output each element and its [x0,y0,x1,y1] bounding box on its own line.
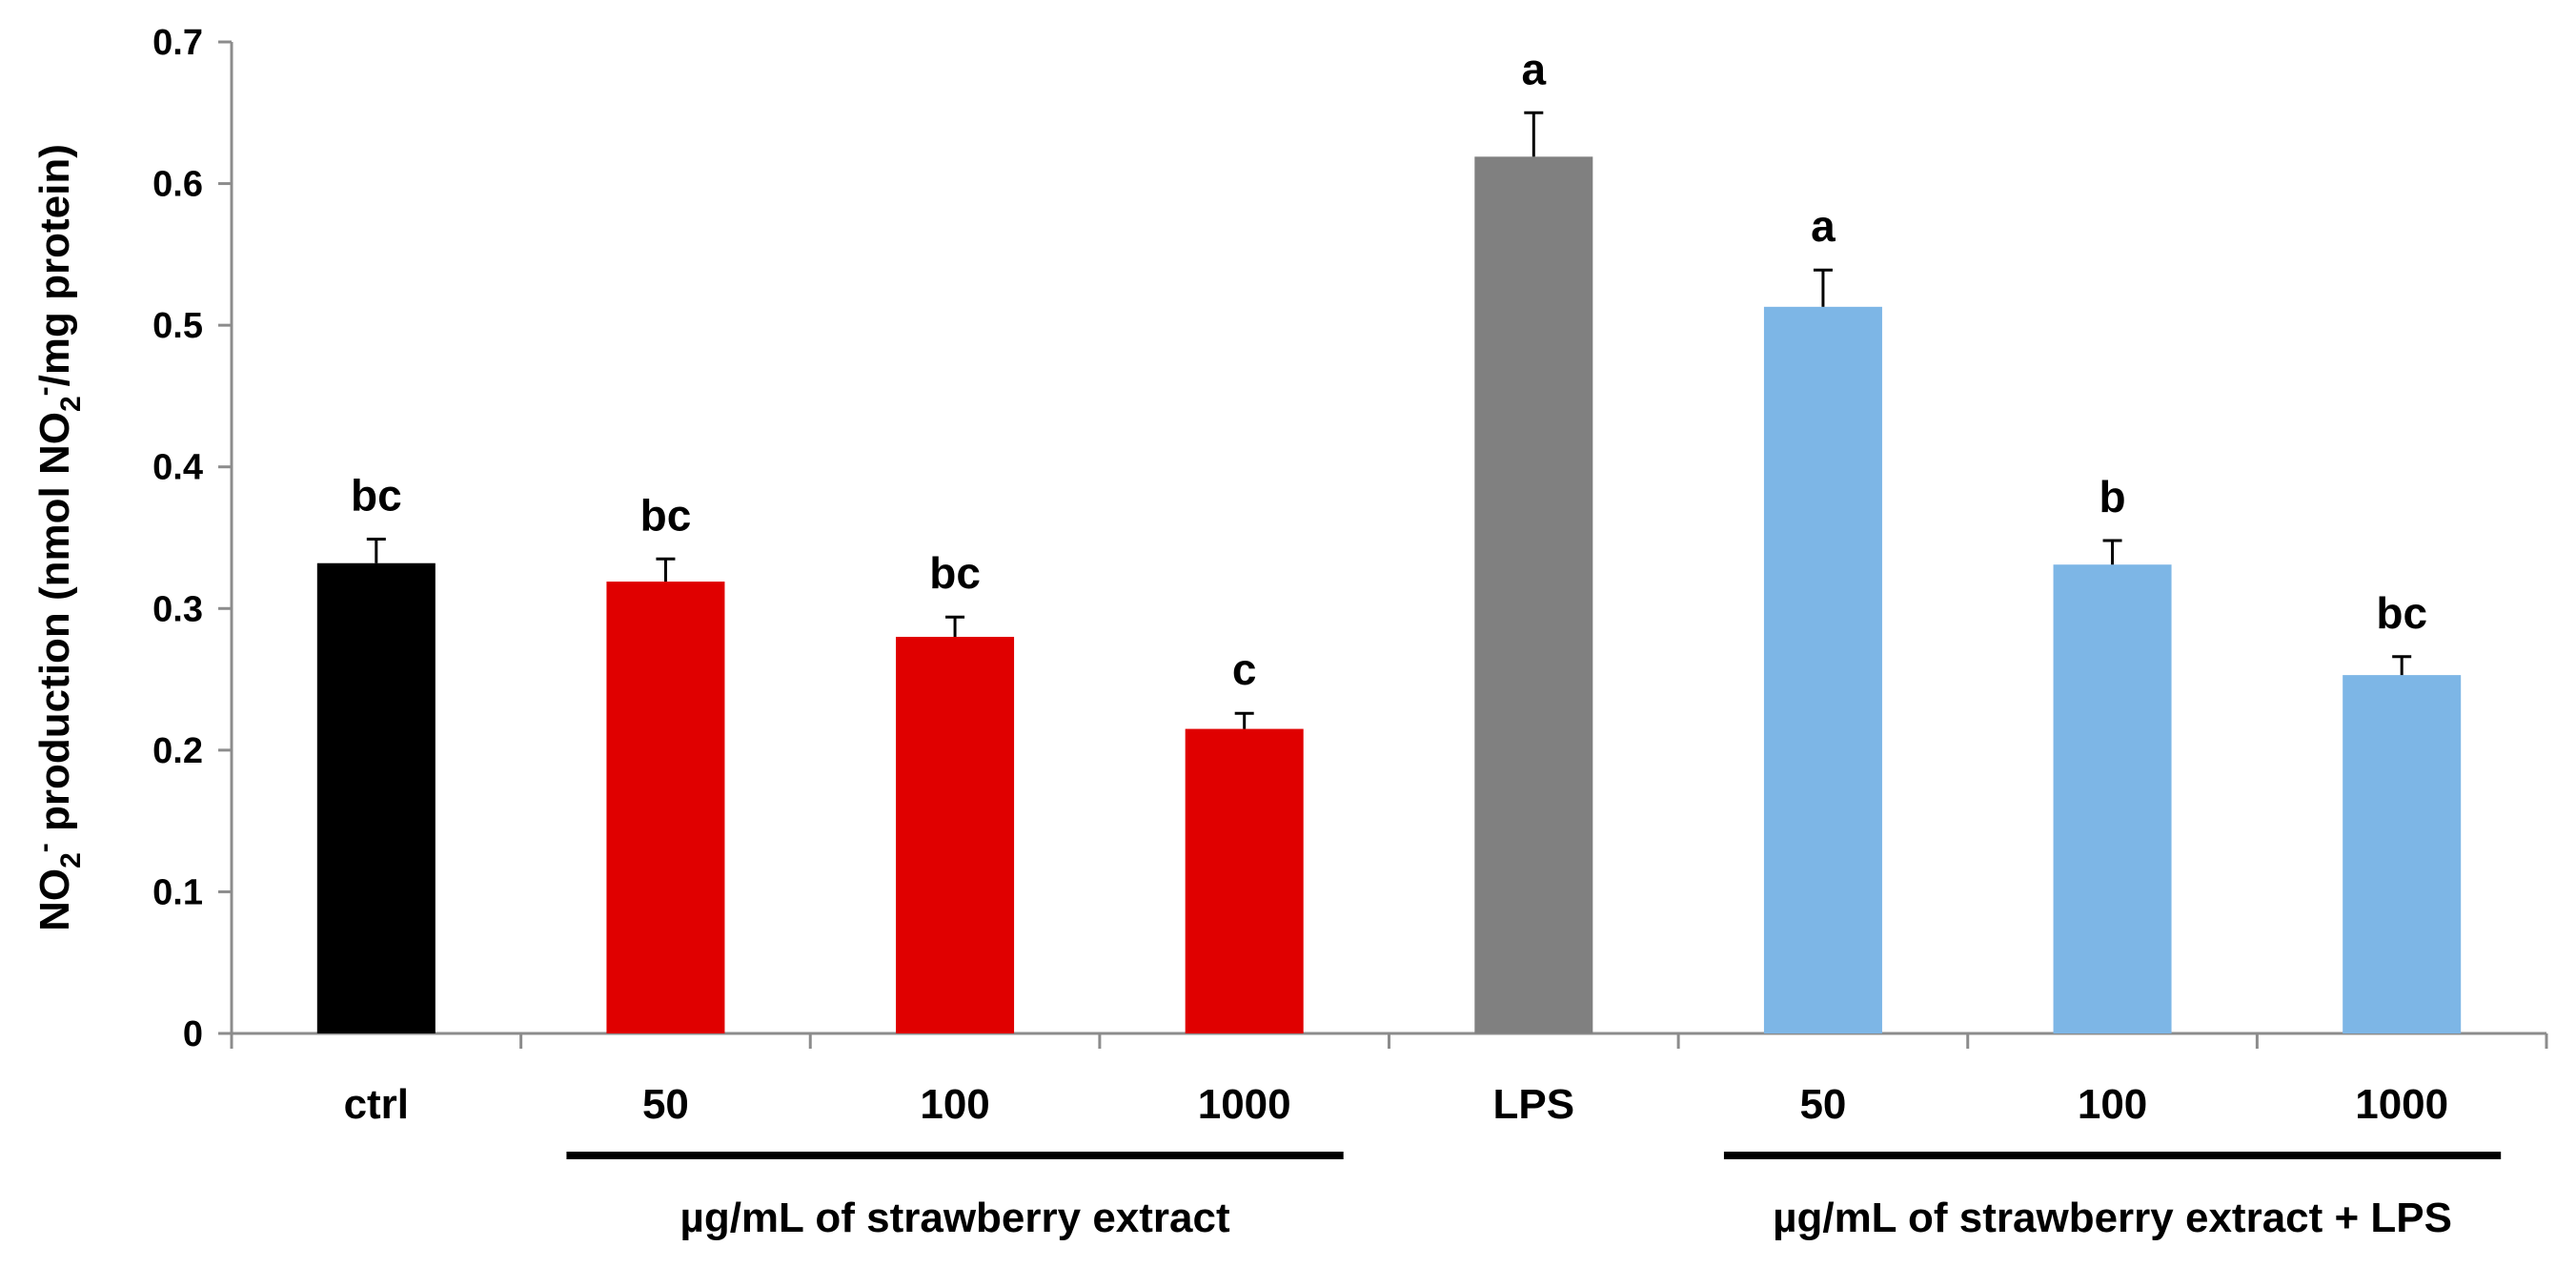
y-tick-label: 0.2 [152,731,203,771]
y-tick-label: 0.4 [152,448,203,488]
bar [896,637,1015,1033]
y-tick-label: 0.1 [152,872,203,912]
significance-label: bc [351,470,402,520]
y-tick-label: 0.7 [152,23,203,63]
y-axis-label: NO2- production (nmol NO2-/mg protein) [29,144,87,931]
significance-label: b [2099,472,2126,521]
significance-label: a [1811,201,1836,251]
axes [218,40,2548,1159]
labels: 0 0.1 0.2 0.3 0.4 0.5 0.6 0.7 bc ctrl bc 50 bc 100 c 10… [152,23,2452,1241]
y-tick-label: 0.3 [152,589,203,629]
x-tick-label: 1000 [1198,1081,1291,1128]
x-tick-label: 1000 [2355,1081,2448,1128]
significance-label: bc [640,490,692,540]
group-label: µg/mL of strawberry extract + LPS [1773,1195,2452,1241]
bar [316,562,436,1033]
y-axis-title: NO2- production (nmol NO2-/mg protein) [29,144,87,931]
x-tick-label: LPS [1493,1081,1575,1128]
x-tick-label: 100 [920,1081,989,1128]
bar [1185,728,1304,1033]
bar [1763,306,1882,1033]
bar [1474,156,1593,1034]
x-tick-label: 50 [1799,1081,1846,1128]
significance-label: bc [2376,588,2427,638]
y-tick-label: 0 [183,1014,203,1054]
bars [316,111,2462,1034]
significance-label: bc [929,548,981,598]
y-tick-label: 0.5 [152,306,203,346]
bar [2343,675,2462,1033]
y-tick-label: 0.6 [152,165,203,205]
group-label: µg/mL of strawberry extract [679,1195,1230,1241]
significance-label: a [1522,44,1547,93]
significance-label: c [1232,644,1257,694]
x-tick-label: ctrl [344,1081,409,1128]
bar [606,582,725,1033]
x-tick-label: 100 [2078,1081,2147,1128]
bar [2053,564,2172,1033]
x-tick-label: 50 [642,1081,689,1128]
